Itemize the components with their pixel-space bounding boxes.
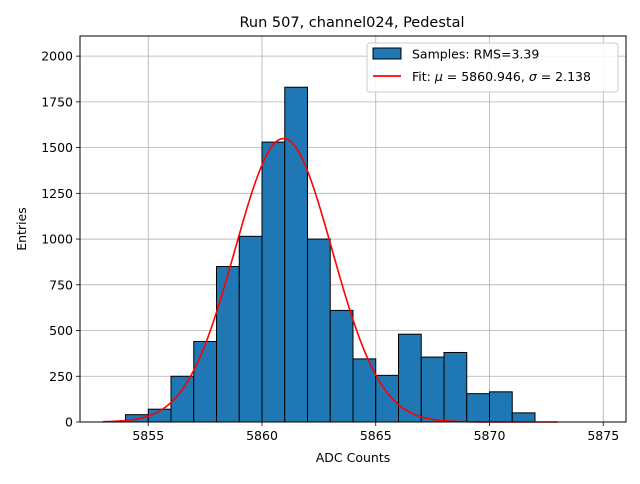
histogram-bars [125, 86, 536, 423]
x-tick-label: 5870 [474, 428, 506, 443]
histogram-bar [261, 141, 286, 423]
histogram-bar [329, 309, 354, 423]
legend-fit-label: Fit: μ = 5860.946, σ = 2.138 [412, 69, 591, 84]
legend-histogram-label: Samples: RMS=3.39 [412, 47, 539, 62]
chart-title: Run 507, channel024, Pedestal [239, 15, 464, 31]
histogram-bar [307, 238, 331, 423]
y-tick-label: 500 [49, 323, 73, 338]
legend-fit-mu-symbol: μ [434, 69, 443, 84]
histogram-bar [443, 351, 468, 423]
y-tick-label: 750 [49, 277, 73, 292]
legend-histogram-swatch [372, 47, 402, 60]
y-tick-label: 1750 [41, 94, 73, 109]
histogram-bar [466, 393, 490, 423]
y-axis-label: Entries [14, 207, 29, 251]
y-tick-label: 2000 [41, 49, 73, 64]
x-tick-label: 5875 [587, 428, 619, 443]
y-tick-label: 250 [49, 369, 73, 384]
plot-frame [79, 35, 627, 423]
histogram-bar [284, 86, 308, 423]
y-tick-label: 1250 [41, 186, 73, 201]
histogram-bar [398, 333, 422, 423]
x-axis-label: ADC Counts [316, 450, 391, 465]
legend-fit-prefix: Fit: [412, 69, 435, 84]
y-tick-label: 0 [65, 415, 73, 430]
y-axis-ticks: 0 250 500 750 1000 1250 1500 1750 2000 [41, 49, 80, 430]
x-tick-label: 5860 [246, 428, 278, 443]
grid-lines [80, 36, 626, 423]
y-tick-label: 1500 [41, 140, 73, 155]
histogram-bar [216, 266, 240, 423]
x-tick-label: 5855 [132, 428, 164, 443]
histogram-bar [238, 235, 263, 423]
legend: Samples: RMS=3.39 Fit: μ = 5860.946, σ =… [366, 42, 619, 93]
histogram-bar [420, 356, 445, 423]
y-tick-label: 1000 [41, 232, 73, 247]
histogram-bar [489, 391, 513, 423]
legend-box [366, 42, 619, 93]
x-axis-ticks: 5855 5860 5865 5870 5875 [132, 422, 619, 443]
legend-fit-sigma-symbol: σ [529, 69, 538, 84]
x-tick-label: 5865 [360, 428, 392, 443]
histogram-bar [511, 412, 536, 423]
legend-fit-sigma-value: = 2.138 [537, 69, 591, 84]
legend-fit-mu-value: = 5860.946, [443, 69, 529, 84]
histogram-bar [193, 341, 217, 423]
